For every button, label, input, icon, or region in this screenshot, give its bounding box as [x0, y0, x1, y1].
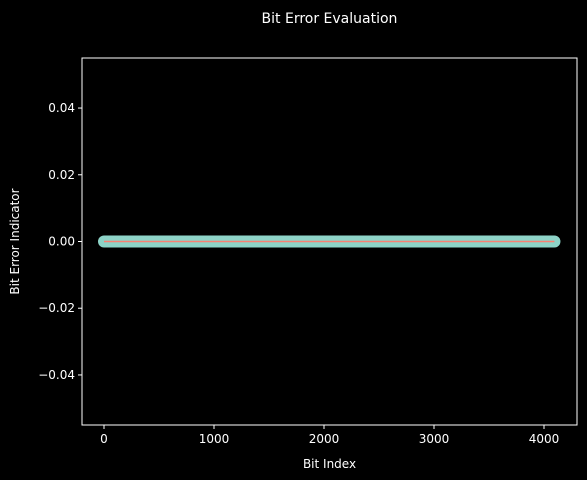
y-axis-ticks: −0.04 −0.02 0.00 0.02 0.04: [38, 101, 82, 382]
y-tick-label: −0.02: [38, 301, 75, 315]
y-axis-label: Bit Error Indicator: [8, 188, 22, 294]
x-tick-label: 1000: [199, 432, 230, 446]
y-tick-label: 0.00: [48, 235, 75, 249]
x-axis-ticks: 0 1000 2000 3000 4000: [100, 425, 559, 446]
y-tick-label: −0.04: [38, 368, 75, 382]
y-tick-label: 0.04: [48, 101, 75, 115]
x-tick-label: 4000: [529, 432, 560, 446]
y-tick-label: 0.02: [48, 168, 75, 182]
x-axis-label: Bit Index: [303, 457, 356, 471]
chart-title: Bit Error Evaluation: [262, 11, 398, 27]
x-tick-label: 2000: [309, 432, 340, 446]
x-tick-label: 3000: [419, 432, 450, 446]
x-tick-label: 0: [100, 432, 108, 446]
